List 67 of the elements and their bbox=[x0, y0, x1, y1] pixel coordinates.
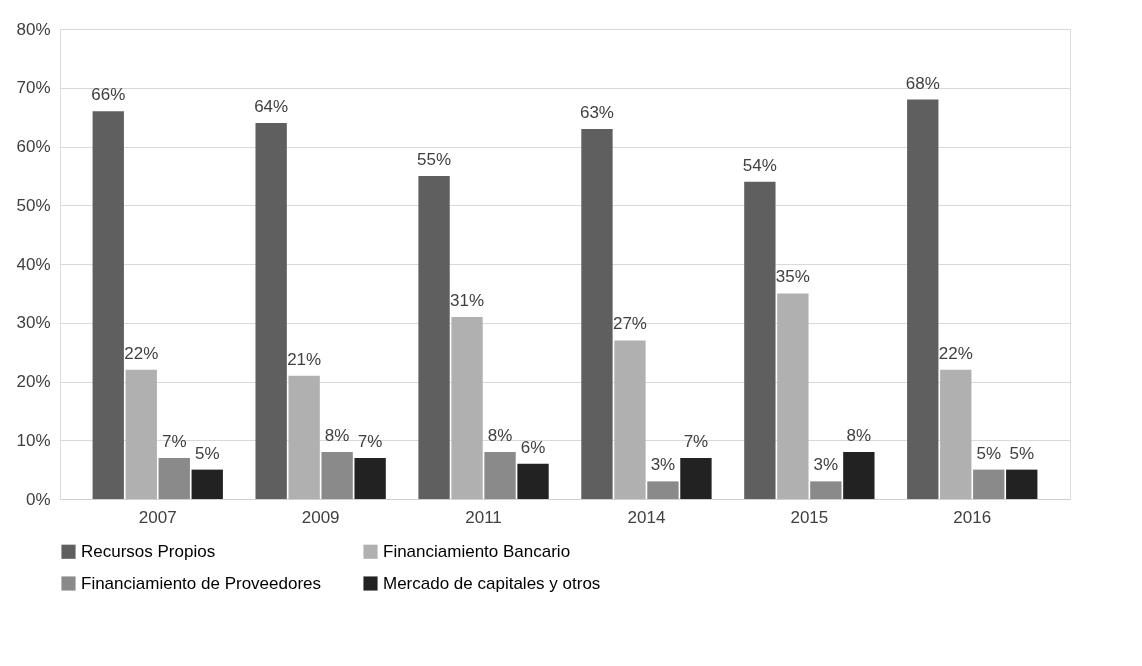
bar bbox=[451, 316, 483, 499]
y-tick-label: 80% bbox=[16, 19, 51, 39]
data-label: 27% bbox=[612, 314, 647, 334]
bar bbox=[907, 99, 939, 499]
bar bbox=[418, 175, 450, 499]
data-label: 35% bbox=[775, 267, 810, 287]
data-label: 5% bbox=[194, 443, 220, 463]
legend-label: Financiamiento de Proveedores bbox=[81, 573, 322, 593]
data-label: 31% bbox=[450, 290, 485, 310]
data-label: 54% bbox=[742, 155, 777, 175]
x-tick-label: 2014 bbox=[627, 507, 666, 527]
data-label: 68% bbox=[905, 73, 940, 93]
data-label: 3% bbox=[650, 455, 676, 475]
data-label: 22% bbox=[124, 343, 159, 363]
bar bbox=[810, 481, 842, 499]
bar bbox=[255, 123, 287, 499]
data-label: 64% bbox=[254, 97, 289, 116]
data-label: 63% bbox=[579, 102, 614, 122]
data-label: 8% bbox=[846, 426, 872, 445]
y-tick-label: 40% bbox=[16, 254, 51, 274]
bar bbox=[321, 452, 353, 499]
legend-label: Financiamiento Bancario bbox=[383, 541, 571, 561]
bar bbox=[614, 340, 646, 499]
bar bbox=[777, 293, 809, 499]
bar bbox=[680, 457, 712, 499]
y-tick-label: 30% bbox=[16, 313, 51, 333]
data-label: 7% bbox=[161, 431, 187, 451]
bar bbox=[744, 181, 776, 499]
bar bbox=[843, 452, 875, 499]
legend-label: Recursos Propios bbox=[81, 541, 216, 561]
data-label: 6% bbox=[520, 437, 546, 457]
data-label: 21% bbox=[287, 349, 322, 369]
data-label: 7% bbox=[357, 431, 383, 451]
data-label: 22% bbox=[938, 343, 973, 363]
data-label: 66% bbox=[91, 85, 126, 105]
x-tick-label: 2007 bbox=[138, 507, 177, 527]
bar bbox=[940, 369, 972, 499]
bar bbox=[191, 469, 223, 499]
y-tick-label: 60% bbox=[16, 137, 51, 156]
y-tick-label: 0% bbox=[25, 489, 51, 509]
y-tick-label: 20% bbox=[16, 372, 51, 391]
legend-label: Mercado de capitales y otros bbox=[383, 573, 601, 593]
bar bbox=[125, 369, 157, 499]
y-tick-label: 50% bbox=[16, 195, 51, 215]
data-label: 5% bbox=[1009, 443, 1035, 463]
x-tick-label: 2015 bbox=[790, 507, 829, 527]
x-tick-label: 2009 bbox=[301, 507, 340, 527]
data-label: 5% bbox=[976, 443, 1002, 463]
data-label: 55% bbox=[417, 149, 452, 169]
data-label: 3% bbox=[813, 455, 839, 475]
y-tick-label: 10% bbox=[16, 430, 51, 450]
data-label: 8% bbox=[324, 426, 350, 445]
bar bbox=[581, 128, 613, 499]
x-tick-label: 2016 bbox=[953, 507, 992, 527]
bar bbox=[288, 375, 320, 499]
bar bbox=[354, 457, 386, 499]
y-tick-label: 70% bbox=[16, 78, 51, 98]
bar bbox=[484, 452, 516, 499]
bar bbox=[1006, 469, 1038, 499]
bar bbox=[647, 481, 679, 499]
bar bbox=[92, 111, 124, 499]
data-label: 8% bbox=[487, 426, 513, 445]
bar bbox=[973, 469, 1005, 499]
bar bbox=[517, 463, 549, 499]
x-tick-label: 2011 bbox=[465, 507, 502, 527]
bar bbox=[158, 457, 190, 499]
data-label: 7% bbox=[683, 431, 709, 451]
